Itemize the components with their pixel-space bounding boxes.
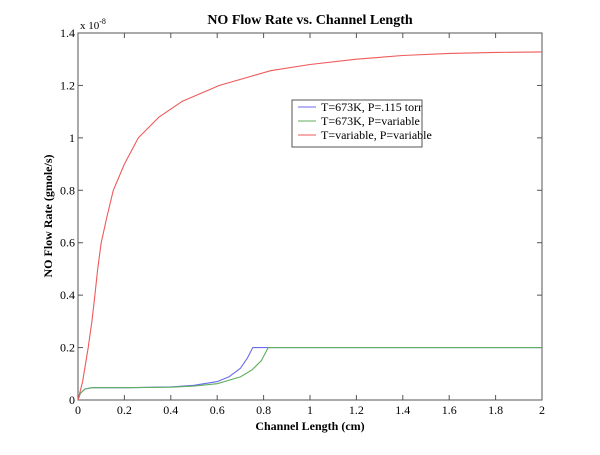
x-tick-label: 0: [75, 403, 81, 417]
y-axis-label: NO Flow Rate (gmole/s): [41, 155, 55, 278]
x-tick-label: 1.8: [488, 403, 503, 417]
x-tick-label: 0.6: [210, 403, 225, 417]
y-tick-label: 1.2: [60, 78, 75, 92]
y-tick-label: 0.8: [60, 183, 75, 197]
series-line-3: [77, 51, 543, 401]
series-line-2: [77, 347, 542, 401]
x-tick-label: 1.6: [442, 403, 457, 417]
x-tick-label: 0.2: [117, 403, 132, 417]
plot-frame: [77, 32, 543, 401]
x-tick-label: 1.4: [395, 403, 410, 417]
x-tick-label: 1.2: [349, 403, 364, 417]
y-exponent-power: -8: [99, 17, 106, 26]
x-tick-label: 0.8: [256, 403, 271, 417]
legend-label-2: T=673K, P=variable: [321, 114, 420, 128]
y-tick-label: 0.6: [60, 236, 75, 250]
y-tick-label: 0.4: [60, 288, 75, 302]
y-tick-label: 0.2: [60, 341, 75, 355]
chart-title: NO Flow Rate vs. Channel Length: [207, 13, 413, 28]
legend-box: [291, 99, 423, 148]
series-line-1: [77, 347, 542, 401]
x-tick-label: 0.4: [163, 403, 178, 417]
y-exponent: x 10-8: [80, 17, 106, 32]
legend-label-3: T=variable, P=variable: [321, 128, 432, 142]
y-tick-label: 1: [69, 131, 75, 145]
x-tick-label: 2: [539, 403, 545, 417]
x-axis-label: Channel Length (cm): [255, 419, 364, 433]
y-tick-label: 0: [69, 393, 75, 407]
x-tick-label: 1: [307, 403, 313, 417]
y-tick-label: 1.4: [60, 26, 75, 40]
legend-label-1: T=673K, P=.115 torr: [321, 100, 422, 114]
